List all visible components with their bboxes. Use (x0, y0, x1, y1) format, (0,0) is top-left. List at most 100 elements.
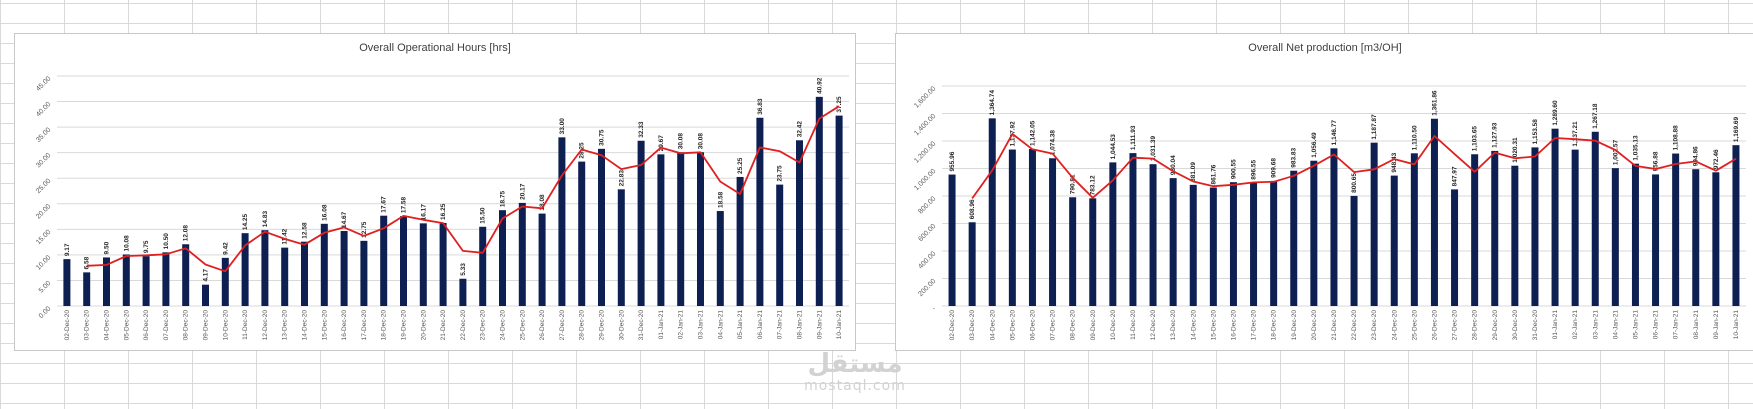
data-label: 847.97 (1452, 166, 1459, 186)
y-tick-label: 35.00 (35, 127, 52, 144)
x-tick-label: 08-Jan-21 (1693, 310, 1700, 340)
data-label: 972.46 (1713, 149, 1720, 169)
trend-line (971, 133, 1737, 199)
x-tick-label: 22-Dec-20 (1351, 310, 1358, 341)
bar (360, 240, 368, 306)
bar (1008, 149, 1016, 306)
bar (796, 140, 803, 306)
bar (63, 259, 71, 306)
data-label: 14.25 (242, 214, 249, 231)
bar (1370, 142, 1378, 306)
x-tick-label: 30-Dec-20 (618, 310, 625, 341)
y-tick-label: 1,400.00 (913, 113, 937, 137)
x-tick-label: 31-Dec-20 (1532, 310, 1539, 341)
x-tick-label: 02-Dec-20 (949, 310, 956, 341)
bar (1732, 145, 1740, 306)
x-tick-label: 31-Dec-20 (638, 310, 645, 341)
y-tick-label: 45.00 (35, 75, 52, 92)
data-label: 1,002.57 (1612, 139, 1619, 165)
data-label: 783.12 (1090, 175, 1097, 195)
x-tick-label: 06-Dec-20 (1029, 310, 1036, 341)
data-label: 12.08 (183, 225, 190, 242)
bar (1069, 197, 1077, 306)
bar (1129, 153, 1137, 306)
data-label: 1,137.21 (1572, 121, 1579, 147)
x-tick-label: 05-Dec-20 (1009, 310, 1016, 341)
data-label: 32.33 (638, 121, 645, 138)
y-tick-label: 1,000.00 (913, 168, 937, 192)
x-tick-label: 10-Dec-20 (222, 310, 229, 341)
bar (1310, 160, 1318, 306)
trend-line (86, 105, 840, 273)
data-label: 800.65 (1351, 173, 1358, 193)
bar (736, 176, 744, 306)
data-label: 1,044.53 (1110, 134, 1117, 160)
bar (83, 272, 91, 306)
x-tick-label: 05-Jan-21 (1632, 310, 1639, 340)
x-tick-label: 06-Jan-21 (1653, 310, 1660, 340)
x-tick-label: 07-Jan-21 (1673, 310, 1680, 340)
bar (1350, 195, 1358, 306)
x-tick-label: 23-Dec-20 (1371, 310, 1378, 341)
x-tick-label: 26-Dec-20 (1431, 310, 1438, 341)
y-tick-label: 10.00 (35, 254, 52, 271)
bar (776, 184, 784, 306)
x-tick-label: 19-Dec-20 (401, 310, 408, 341)
bar (1531, 147, 1539, 306)
bar (380, 215, 388, 306)
x-tick-label: 05-Jan-21 (737, 310, 744, 340)
x-tick-label: 21-Dec-20 (440, 310, 447, 341)
bar (1611, 168, 1619, 306)
bar (697, 152, 704, 306)
x-tick-label: 05-Dec-20 (123, 310, 130, 341)
net-production-chart[interactable]: Overall Net production [m3/OH] - 200.00 40… (895, 33, 1753, 351)
x-tick-label: 03-Dec-20 (969, 310, 976, 341)
bar (538, 213, 546, 306)
bar (1631, 163, 1639, 306)
bar (162, 252, 170, 306)
bar (340, 231, 348, 306)
bar (202, 284, 209, 306)
x-tick-label: 02-Dec-20 (64, 310, 71, 341)
x-tick-label: 24-Dec-20 (1391, 310, 1398, 341)
data-label: 1,056.49 (1311, 132, 1318, 158)
data-label: 948.43 (1391, 152, 1398, 172)
watermark-arabic: مستقل (807, 349, 903, 379)
data-label: 1,153.58 (1532, 119, 1539, 145)
bar (1390, 175, 1398, 306)
data-label: 1,169.69 (1733, 116, 1740, 142)
x-tick-label: 12-Dec-20 (1150, 310, 1157, 341)
data-label: 20.17 (519, 183, 526, 200)
data-label: 1,110.50 (1411, 125, 1418, 150)
bar (1591, 131, 1599, 306)
operational-hours-chart[interactable]: Overall Operational Hours [hrs] 0.00 5.00… (14, 33, 856, 351)
bar (1451, 189, 1459, 306)
data-label: 16.17 (420, 204, 427, 221)
data-label: 1,361.86 (1431, 90, 1438, 116)
x-tick-label: 10-Jan-21 (836, 310, 843, 340)
bar (1330, 148, 1338, 306)
chart-title: Overall Operational Hours [hrs] (359, 42, 511, 54)
x-tick-label: 07-Dec-20 (1050, 310, 1057, 341)
data-label: 17.67 (381, 196, 388, 213)
data-label: 33.00 (559, 118, 566, 135)
bar (1652, 174, 1660, 306)
x-tick-label: 11-Dec-20 (242, 310, 249, 340)
data-label: 1,074.38 (1050, 130, 1057, 156)
x-tick-label: 23-Dec-20 (480, 310, 487, 341)
bar (1028, 148, 1036, 306)
data-label: 18.58 (717, 191, 724, 208)
data-label: 17.58 (401, 196, 408, 213)
x-tick-label: 11-Dec-20 (1130, 310, 1137, 340)
data-label: 29.67 (658, 135, 665, 152)
data-label: 12.75 (361, 221, 368, 238)
data-label: 14.83 (262, 211, 269, 228)
net-production-plot: - 200.00 400.00 600.00 800.00 1,000.00 1,200.0… (913, 85, 1746, 341)
data-label: 10.08 (123, 235, 130, 252)
bar (1712, 172, 1720, 306)
bar (637, 140, 645, 306)
x-tick-label: 29-Dec-20 (1492, 310, 1499, 341)
x-tick-label: 22-Dec-20 (460, 310, 467, 341)
x-tick-label: 14-Dec-20 (1190, 310, 1197, 341)
x-tick-label: 19-Dec-20 (1291, 310, 1298, 341)
